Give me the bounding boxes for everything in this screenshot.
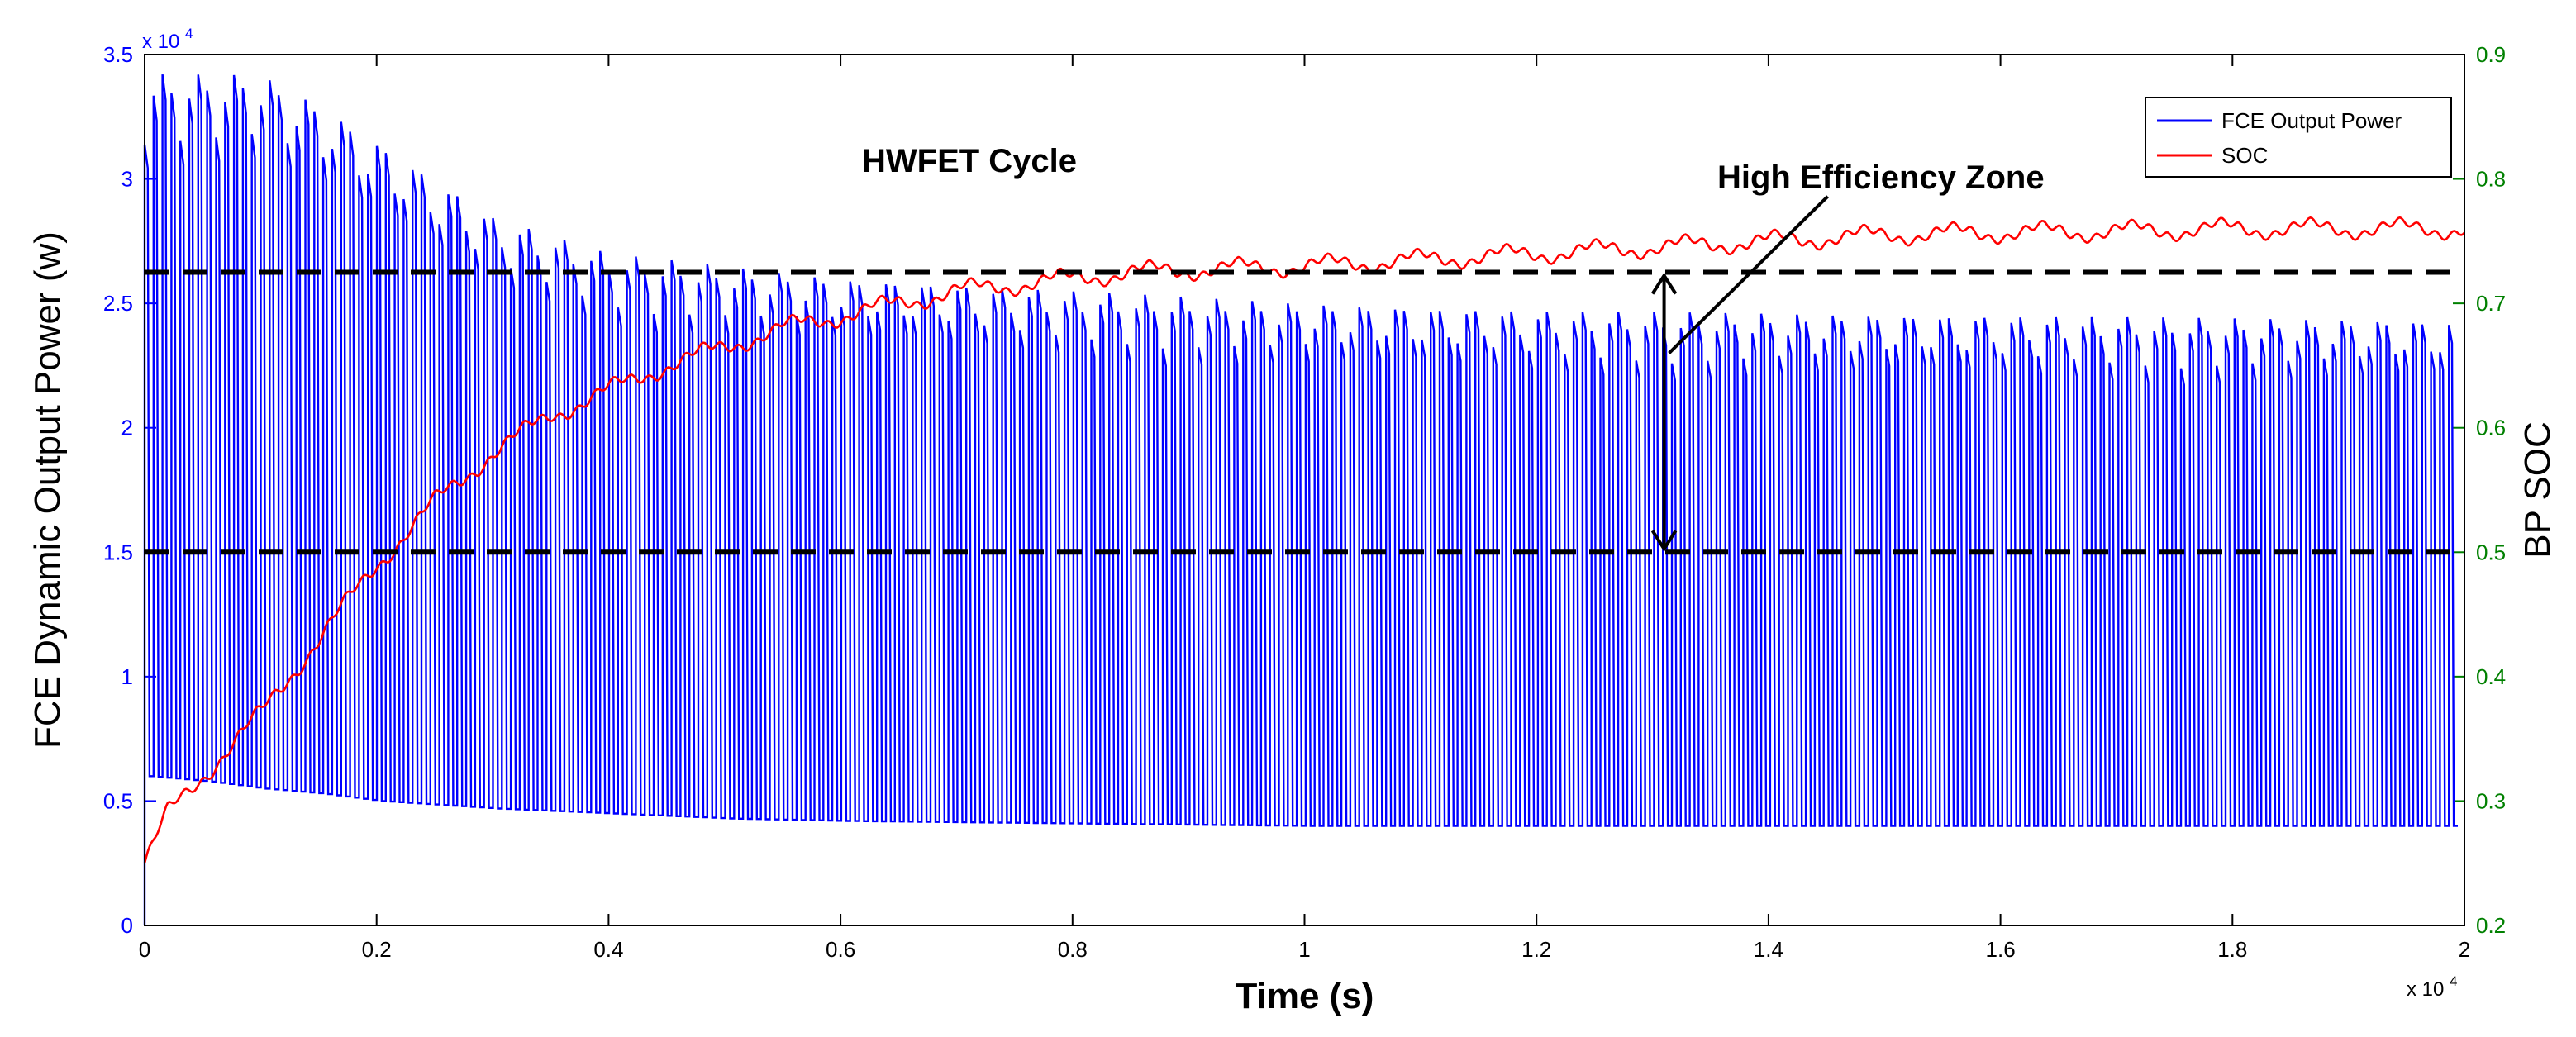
x-tick-label: 1.2 xyxy=(1521,937,1551,962)
y-left-tick-label: 3.5 xyxy=(103,42,133,67)
y-left-tick-label: 0.5 xyxy=(103,788,133,813)
y-right-tick-label: 0.4 xyxy=(2476,664,2506,689)
legend-label-fce: FCE Output Power xyxy=(2221,108,2402,133)
y-right-tick-label: 0.5 xyxy=(2476,540,2506,564)
series-line-soc xyxy=(143,216,2465,864)
plot-series xyxy=(143,74,2465,925)
x-tick-label: 0 xyxy=(139,937,150,962)
y-axis-right-label: BP SOC xyxy=(2517,421,2558,558)
y-axis-left-label: FCE Dynamic Output Power (w) xyxy=(27,231,68,749)
y-right-tick-label: 0.8 xyxy=(2476,167,2506,192)
x-axis-ticks: 0 0.2 0.4 0.6 0.8 1 1.2 1.4 1.6 1.8 2 xyxy=(139,55,2470,962)
x-axis-label: Time (s) xyxy=(1236,976,1374,1016)
x-multiplier-exponent: 4 xyxy=(2450,973,2457,989)
legend: FCE Output Power SOC xyxy=(2145,97,2452,178)
y-right-tick-label: 0.7 xyxy=(2476,291,2506,316)
right-axis-ticks: 0.2 0.3 0.4 0.5 0.6 0.7 0.8 0.9 xyxy=(2453,42,2506,938)
x-tick-label: 1.4 xyxy=(1754,937,1783,962)
x-tick-label: 0.4 xyxy=(593,937,623,962)
annotation-label: High Efficiency Zone xyxy=(1717,159,2045,196)
y-right-tick-label: 0.6 xyxy=(2476,416,2506,440)
x-tick-label: 0.2 xyxy=(362,937,392,962)
y-left-tick-label: 3 xyxy=(121,167,133,192)
chart-title: HWFET Cycle xyxy=(862,143,1077,179)
y-right-tick-label: 0.9 xyxy=(2476,42,2506,67)
y-right-tick-label: 0.2 xyxy=(2476,913,2506,938)
y-left-tick-label: 0 xyxy=(121,913,133,938)
x-tick-label: 0.6 xyxy=(826,937,855,962)
x-axis-multiplier: x 10 4 xyxy=(2407,973,2458,1001)
zone-arrowhead-bottom xyxy=(1650,530,1678,553)
legend-box xyxy=(2145,97,2452,178)
x-multiplier-base: x 10 xyxy=(2407,978,2444,1001)
high-efficiency-zone xyxy=(145,195,2464,555)
y-multiplier-base: x 10 xyxy=(142,31,179,53)
x-tick-label: 1.6 xyxy=(1986,937,2016,962)
x-tick-label: 1 xyxy=(1298,937,1310,962)
zone-arrowhead-top xyxy=(1650,272,1678,295)
y-axis-multiplier: x 10 4 xyxy=(142,26,193,53)
x-tick-label: 1.8 xyxy=(2217,937,2247,962)
y-left-tick-label: 2.5 xyxy=(103,291,133,316)
y-multiplier-exponent: 4 xyxy=(185,26,193,41)
y-right-tick-label: 0.3 xyxy=(2476,788,2506,813)
y-left-tick-label: 1.5 xyxy=(103,540,133,564)
y-left-tick-label: 1 xyxy=(121,664,133,689)
legend-label-soc: SOC xyxy=(2221,143,2268,168)
annotation-pointer-line xyxy=(1668,195,1829,354)
series-line-fce-output-power xyxy=(143,74,2458,925)
y-left-tick-label: 2 xyxy=(121,416,133,440)
plot-area-frame xyxy=(144,54,2465,926)
x-tick-label: 0.8 xyxy=(1058,937,1088,962)
x-tick-label: 2 xyxy=(2459,937,2470,962)
